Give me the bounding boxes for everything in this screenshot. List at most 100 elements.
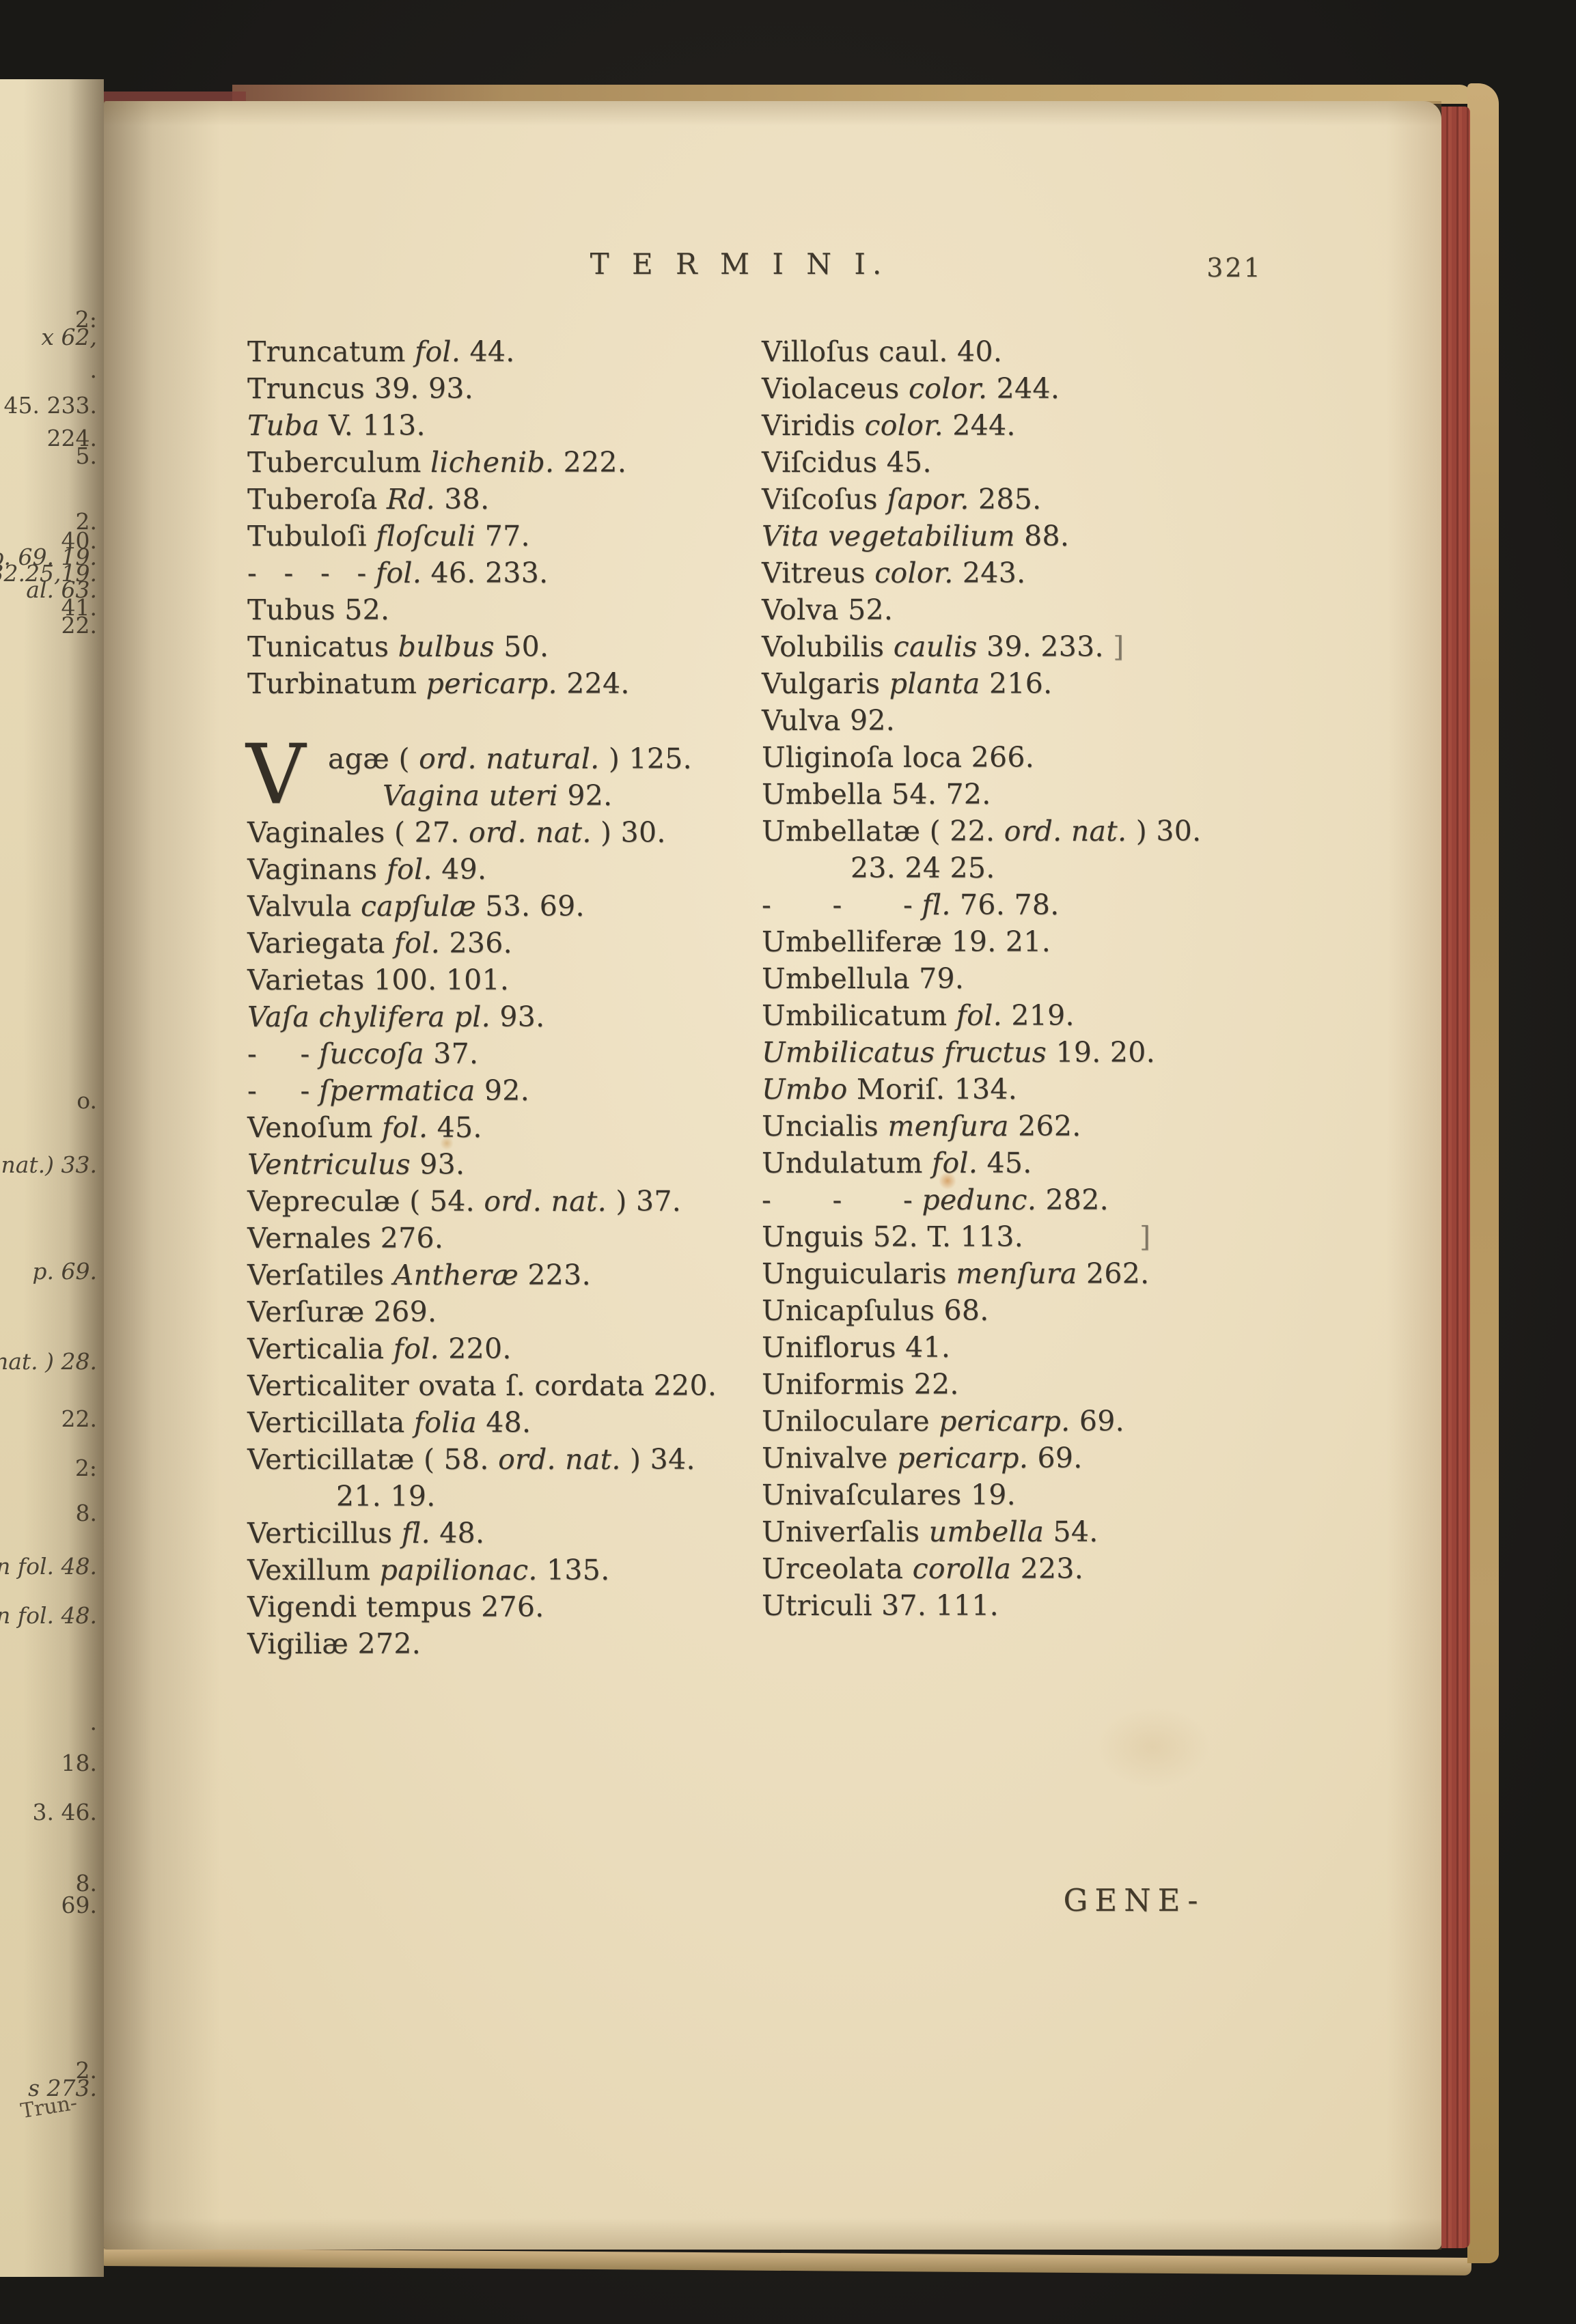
entry-text: Venoſum	[247, 1111, 383, 1144]
index-entry: Univerſalis umbella 54.	[762, 1513, 1336, 1550]
entry-text: Vepreculæ ( 54.	[247, 1185, 484, 1218]
entry-text: Antheræ	[393, 1259, 519, 1291]
entry-text: Vaſa chylifera pl.	[247, 1000, 491, 1033]
index-entry: Vepreculæ ( 54. ord. nat. ) 37.	[247, 1183, 768, 1220]
margin-fragment: al. 63.	[26, 576, 97, 603]
index-entry: Verticillus fl. 48.	[247, 1515, 768, 1552]
entry-text: - -	[247, 1074, 310, 1107]
index-entry: Undulatum fol. 45.	[762, 1145, 1336, 1181]
entry-text: Vaginans	[247, 853, 387, 886]
index-entry: Vaginans fol. 49.	[247, 851, 768, 888]
entry-text: Umbellula 79.	[762, 962, 965, 995]
index-entry: Verticillatæ ( 58. ord. nat. ) 34.	[247, 1441, 768, 1478]
entry-text: color.	[874, 557, 954, 589]
entry-text	[913, 888, 922, 921]
entry-text: 50.	[494, 630, 549, 663]
index-entry: - - - pedunc. 282.	[762, 1181, 1336, 1218]
index-entry: Vernales 276.	[247, 1220, 768, 1257]
entry-text: Umbilicatum	[762, 999, 956, 1032]
index-entry: - - ſpermatica 92.	[247, 1072, 768, 1109]
index-entry: Truncatum fol. 44.	[247, 333, 768, 370]
entry-text: Turbinatum	[247, 667, 426, 700]
index-entry: 21. 19.	[247, 1478, 768, 1515]
entry-text: 76. 78.	[950, 888, 1060, 921]
entry-text: Uniformis 22.	[762, 1368, 959, 1401]
index-entry: - - - - fol. 46. 233.	[247, 555, 768, 591]
entry-text: Univalve	[762, 1442, 897, 1474]
index-entry: Verſuræ 269.	[247, 1293, 768, 1330]
entry-text: menſura	[956, 1257, 1077, 1290]
entry-text: - - -	[762, 1184, 913, 1216]
entry-text: umbella	[928, 1515, 1045, 1548]
index-entry: Vitreus color. 243.	[762, 555, 1336, 591]
index-entry: Tubus 52.	[247, 591, 768, 628]
index-entry: Vita vegetabilium 88.	[762, 518, 1336, 555]
index-entry: Umbo Moriſ. 134.	[762, 1071, 1336, 1108]
entry-text: 69.	[1028, 1442, 1083, 1474]
index-entry: Umbella 54. 72.	[762, 776, 1336, 813]
entry-text: Verſuræ 269.	[247, 1296, 437, 1328]
entry-text	[913, 1184, 922, 1216]
index-entry: Umbelliferæ 19. 21.	[762, 923, 1336, 960]
entry-text: Varietas 100. 101.	[247, 964, 510, 996]
entry-text: ]	[1139, 1220, 1151, 1253]
index-entry: Tuberoſa Rd. 38.	[247, 481, 768, 518]
entry-text: ſuccoſa	[318, 1037, 424, 1070]
entry-text: 243.	[953, 557, 1026, 589]
index-entry: Uliginoſa loca 266.	[762, 739, 1336, 776]
entry-text: Moriſ. 134.	[847, 1073, 1018, 1106]
entry-text: 38.	[434, 483, 490, 516]
index-entry: Violaceus color. 244.	[762, 370, 1336, 407]
index-entry: Uncialis menſura 262.	[762, 1108, 1336, 1145]
entry-text: 135.	[537, 1554, 610, 1586]
margin-fragment: 2.	[75, 508, 98, 535]
entry-text: ) 37.	[607, 1185, 682, 1218]
margin-fragment: 41.	[61, 594, 97, 621]
index-entry: Venoſum fol. 45.	[247, 1109, 768, 1146]
entry-text: caulis	[893, 630, 978, 663]
entry-text: 216.	[980, 667, 1053, 700]
entry-text: 45.	[428, 1111, 482, 1144]
entry-text: fol.	[386, 853, 432, 886]
index-entry: Varietas 100. 101.	[247, 962, 768, 998]
entry-text: Verticalia	[247, 1332, 393, 1365]
margin-fragment: 224.	[46, 425, 97, 451]
entry-text: Vigiliæ 272.	[247, 1627, 421, 1660]
book-top-board-edge	[232, 85, 1472, 104]
index-entry: Umbilicatum fol. 219.	[762, 997, 1336, 1034]
entry-text: capſulæ	[360, 890, 476, 923]
entry-text: Tubuloſi	[247, 520, 376, 552]
entry-text: menſura	[887, 1110, 1009, 1143]
index-entry: Unguicularis menſura 262.	[762, 1255, 1336, 1292]
index-entry: Vagina uteri 92.	[247, 777, 768, 814]
entry-text: ſpermatica	[318, 1074, 475, 1107]
entry-text: folia	[413, 1406, 477, 1439]
entry-text: fl.	[401, 1517, 430, 1550]
entry-text: 44.	[460, 335, 515, 368]
margin-fragment: .	[89, 1709, 98, 1735]
entry-text: fol.	[393, 927, 441, 960]
entry-text: ) 125.	[599, 742, 692, 775]
entry-text: fol.	[375, 557, 422, 589]
entry-text: Truncatum	[247, 335, 415, 368]
entry-text: Truncus 39. 93.	[247, 372, 474, 405]
entry-text: Univerſalis	[762, 1515, 929, 1548]
entry-text: pericarp.	[896, 1442, 1029, 1474]
entry-text: Verticaliter ovata ſ. cordata 220.	[247, 1369, 717, 1402]
index-entry: Viridis color. 244.	[762, 407, 1336, 444]
index-entry: - - ſuccoſa 37.	[247, 1035, 768, 1072]
book-page: T E R M I N I. 321 Truncatum fol. 44. Tru…	[104, 101, 1441, 2250]
entry-text: 39. 233.	[977, 630, 1104, 663]
index-entry: Vaſa chylifera pl. 93.	[247, 998, 768, 1035]
entry-text: - - -	[762, 888, 913, 921]
entry-text: 77.	[475, 520, 530, 552]
index-entry: Uniformis 22.	[762, 1366, 1336, 1403]
index-entry: Uniflorus 41.	[762, 1329, 1336, 1366]
entry-text: Viſcidus 45.	[762, 446, 932, 479]
entry-text: Tunicatus	[247, 630, 398, 663]
entry-text: 222.	[554, 446, 627, 479]
margin-fragment: d. nat. ) 28.	[0, 1348, 97, 1375]
dropcap-initial: V	[246, 727, 306, 823]
index-entry: Umbellula 79.	[762, 960, 1336, 997]
entry-text: ord. nat.	[1004, 815, 1127, 848]
